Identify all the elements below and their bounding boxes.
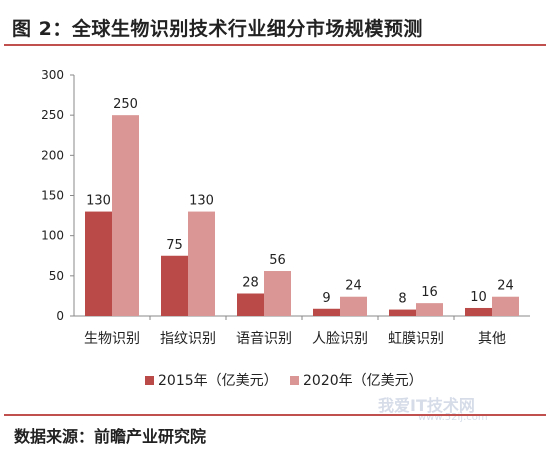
bar — [313, 308, 340, 316]
bar — [237, 293, 264, 316]
chart-data-labels: 130 250 75 130 28 56 9 24 8 16 10 24 — [86, 97, 514, 306]
bar — [492, 296, 519, 316]
watermark-text: 我爱IT技术网 — [378, 396, 475, 415]
bar — [416, 303, 443, 316]
y-tick-label: 100 — [41, 229, 64, 243]
data-label: 24 — [345, 279, 362, 294]
chart-category-labels: 生物识别 指纹识别 语音识别 人脸识别 虹膜识别 其他 — [84, 330, 506, 347]
source-note: 数据来源：前瞻产业研究院 — [14, 427, 207, 446]
y-tick-label: 250 — [41, 108, 64, 122]
bar — [188, 211, 215, 316]
data-label: 9 — [322, 291, 330, 306]
legend-label: 2020年（亿美元） — [303, 373, 423, 389]
category-label: 语音识别 — [236, 330, 292, 347]
legend-swatch — [145, 376, 154, 385]
data-label: 8 — [398, 292, 406, 307]
chart-axes: 0 50 100 150 200 250 300 — [41, 68, 530, 323]
y-tick-label: 0 — [56, 309, 64, 323]
category-label: 其他 — [478, 331, 506, 347]
category-label: 指纹识别 — [160, 331, 216, 347]
legend-label: 2015年（亿美元） — [158, 373, 278, 389]
bar — [389, 309, 416, 316]
chart-bars — [85, 115, 519, 317]
category-label: 虹膜识别 — [388, 331, 444, 347]
chart-title: 图 2：全球生物识别技术行业细分市场规模预测 — [12, 18, 423, 40]
y-tick-label: 50 — [49, 269, 64, 283]
footer-divider — [4, 414, 546, 416]
data-label: 16 — [421, 285, 438, 300]
y-tick-label: 200 — [41, 148, 64, 162]
y-tick-label: 150 — [41, 189, 64, 203]
data-label: 75 — [166, 238, 183, 253]
watermark-url: www.52ij.com — [418, 412, 488, 423]
data-label: 24 — [497, 279, 514, 294]
bar — [465, 307, 492, 316]
data-label: 130 — [189, 194, 214, 209]
bar — [340, 296, 367, 316]
data-label: 250 — [113, 97, 138, 112]
bar — [264, 271, 291, 316]
bar — [85, 211, 112, 316]
data-label: 130 — [86, 194, 111, 209]
legend-swatch — [290, 376, 299, 385]
data-label: 56 — [269, 253, 286, 268]
title-divider — [4, 44, 546, 46]
data-label: 28 — [242, 276, 259, 291]
category-label: 人脸识别 — [312, 331, 368, 347]
bar — [161, 255, 188, 316]
chart-legend: 2015年（亿美元） 2020年（亿美元） — [145, 373, 423, 389]
y-tick-label: 300 — [41, 68, 64, 82]
data-label: 10 — [470, 290, 487, 305]
bar — [112, 115, 139, 317]
category-label: 生物识别 — [84, 331, 140, 347]
